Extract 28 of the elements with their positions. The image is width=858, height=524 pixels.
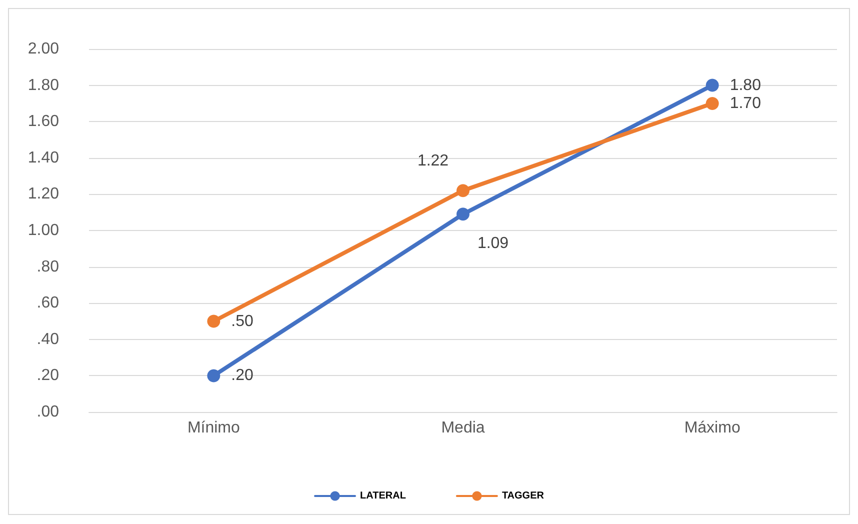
point bbox=[207, 314, 220, 328]
data-label: 1.70 bbox=[730, 94, 762, 112]
y-tick-label: .80 bbox=[36, 258, 60, 276]
point bbox=[456, 208, 470, 221]
point bbox=[706, 96, 719, 110]
x-tick-label: Máximo bbox=[684, 420, 740, 436]
data-label: .20 bbox=[231, 367, 254, 384]
y-tick-label: .40 bbox=[36, 330, 60, 348]
legend-label: LATERAL bbox=[360, 490, 406, 502]
point bbox=[456, 184, 470, 198]
point bbox=[207, 369, 220, 382]
y-tick-label: 1.40 bbox=[28, 149, 60, 166]
legend-label: TAGGER bbox=[502, 490, 545, 502]
y-tick-label: .20 bbox=[36, 367, 60, 384]
x-tick-label: Media bbox=[441, 420, 485, 436]
data-label: 1.09 bbox=[477, 235, 509, 252]
y-tick-label: 1.60 bbox=[28, 113, 60, 130]
data-label: 1.22 bbox=[417, 152, 449, 170]
point bbox=[706, 78, 719, 92]
y-tick-label: .00 bbox=[36, 404, 60, 420]
data-label: 1.80 bbox=[730, 76, 762, 94]
y-tick-label: .60 bbox=[36, 294, 60, 312]
y-tick-label: 1.20 bbox=[28, 186, 60, 203]
data-label: .50 bbox=[231, 312, 254, 330]
x-tick-label: Mínimo bbox=[187, 420, 240, 436]
y-tick-label: 1.80 bbox=[28, 76, 60, 94]
y-tick-label: 2.00 bbox=[28, 40, 60, 58]
y-tick-label: 1.00 bbox=[28, 222, 60, 239]
